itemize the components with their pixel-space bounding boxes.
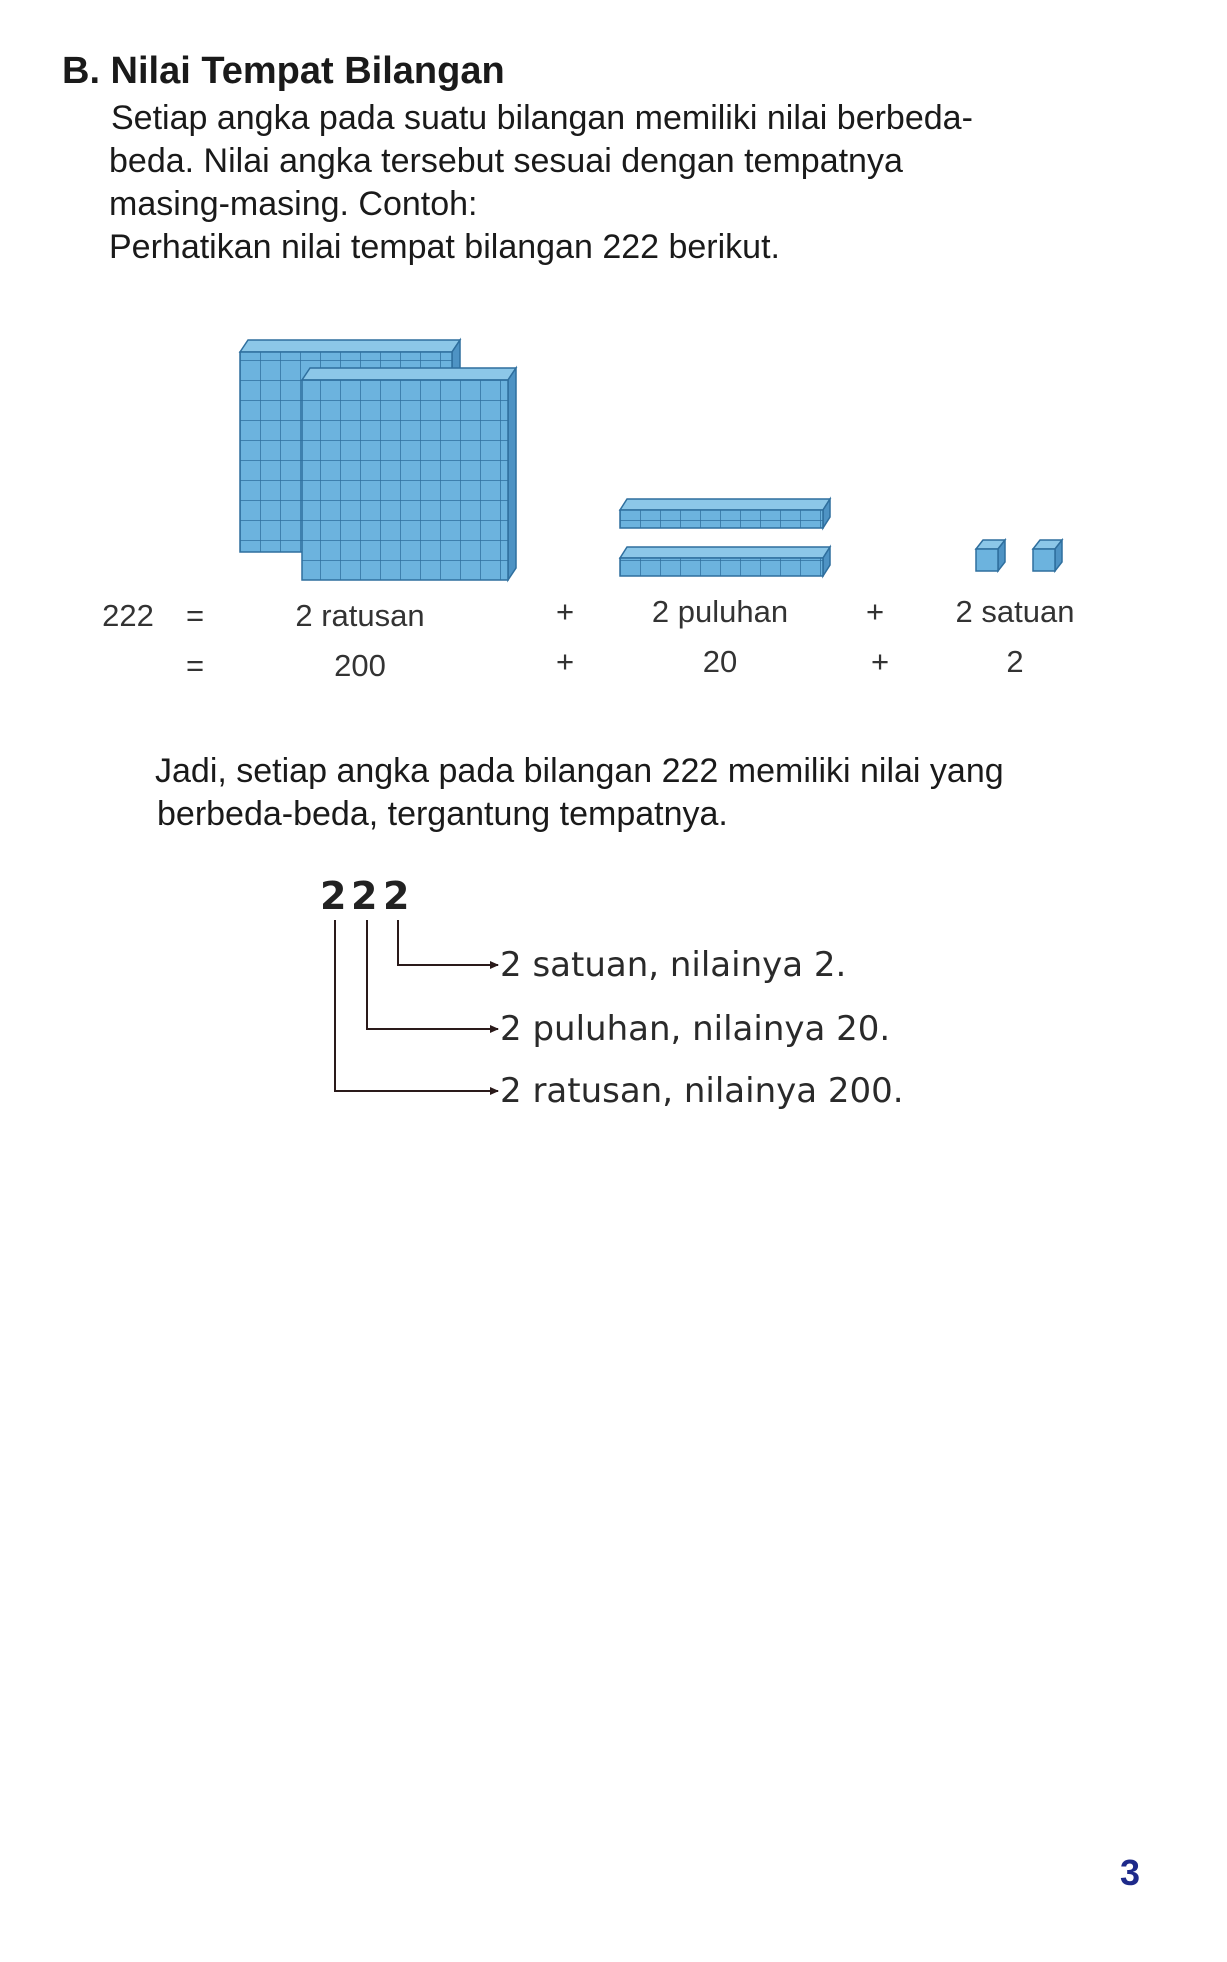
- ones-value: 2: [1006, 644, 1024, 679]
- ones-place-label: 2 satuan, nilainya 2.: [500, 945, 847, 985]
- plus-sign-1: +: [555, 594, 575, 629]
- conclusion-line-2: berbeda-beda, tergantung tempatnya.: [157, 795, 728, 833]
- page-number: 3: [1120, 1852, 1141, 1893]
- equation-number: 222: [102, 598, 154, 633]
- diagram-digit-ones: 2: [383, 874, 410, 918]
- hundreds-place-label: 2 ratusan, nilainya 200.: [500, 1071, 904, 1111]
- ones-label: 2 satuan: [955, 594, 1075, 629]
- intro-line-4: Perhatikan nilai tempat bilangan 222 ber…: [109, 228, 780, 266]
- hundreds-value: 200: [334, 648, 386, 683]
- plus-sign-4: +: [870, 644, 890, 679]
- hundreds-label: 2 ratusan: [295, 598, 425, 633]
- intro-line-2: beda. Nilai angka tersebut sesuai dengan…: [109, 142, 903, 180]
- conclusion-line-1: Jadi, setiap angka pada bilangan 222 mem…: [155, 752, 1004, 790]
- intro-line-1: Setiap angka pada suatu bilangan memilik…: [111, 99, 973, 137]
- intro-line-3: masing-masing. Contoh:: [109, 185, 478, 223]
- diagram-digit-hundreds: 2: [320, 874, 347, 918]
- tens-place-label: 2 puluhan, nilainya 20.: [500, 1009, 891, 1049]
- unit-cube-1: [974, 537, 1007, 574]
- tens-label: 2 puluhan: [651, 594, 789, 629]
- base-ten-blocks-illustration: [238, 337, 1064, 583]
- hundred-flat-front: [300, 365, 518, 583]
- place-value-connector-lines: [334, 920, 499, 1095]
- equals-sign-2: =: [185, 648, 205, 683]
- diagram-digit-tens: 2: [351, 874, 378, 918]
- plus-sign-2: +: [865, 594, 885, 629]
- equals-sign-1: =: [185, 598, 205, 633]
- tens-value: 20: [702, 644, 738, 679]
- plus-sign-3: +: [555, 644, 575, 679]
- section-title: B. Nilai Tempat Bilangan: [62, 50, 505, 92]
- ten-rod-1: [618, 496, 832, 531]
- ten-rod-2: [618, 544, 832, 579]
- unit-cube-2: [1031, 537, 1064, 574]
